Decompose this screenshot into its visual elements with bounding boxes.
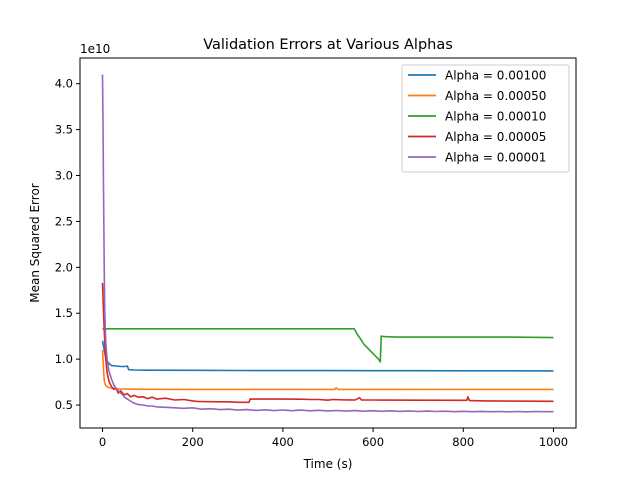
y-tick-label: 4.0 xyxy=(55,77,73,91)
series-line-2 xyxy=(101,349,554,391)
y-axis: 0.5 1.0 1.5 2.0 2.5 3.0 3.5 4.0 xyxy=(55,77,80,412)
series-line-3 xyxy=(102,327,554,363)
legend: Alpha = 0.00100 Alpha = 0.00050 Alpha = 0.… xyxy=(401,64,570,173)
series-layer xyxy=(101,74,554,413)
legend-label: Alpha = 0.00005 xyxy=(445,130,546,144)
y-tick-label: 3.0 xyxy=(55,169,73,183)
x-tick-label: 600 xyxy=(362,435,384,449)
y-tick-label: 2.0 xyxy=(55,260,73,274)
plot-frame xyxy=(79,57,577,429)
y-tick-label: 3.5 xyxy=(55,123,73,137)
y-tick-label: 1.5 xyxy=(55,306,73,320)
y-tick-label: 2.5 xyxy=(55,214,73,228)
x-axis-label: Time (s) xyxy=(303,457,353,471)
series-line-5 xyxy=(101,74,554,413)
y-tick-label: 1.0 xyxy=(55,352,73,366)
legend-label: Alpha = 0.00010 xyxy=(445,110,546,124)
x-tick-label: 1000 xyxy=(539,435,568,449)
x-tick-label: 0 xyxy=(99,435,106,449)
series-line-4 xyxy=(101,282,554,404)
x-tick-label: 400 xyxy=(272,435,294,449)
x-tick-label: 800 xyxy=(452,435,474,449)
y-multiplier-label: 1e10 xyxy=(80,42,110,56)
x-axis: 0 200 400 600 800 1000 xyxy=(99,428,568,449)
x-tick-label: 200 xyxy=(182,435,204,449)
legend-label: Alpha = 0.00050 xyxy=(445,89,546,103)
y-tick-label: 0.5 xyxy=(55,398,73,412)
legend-frame xyxy=(401,64,570,173)
chart-title: Validation Errors at Various Alphas xyxy=(203,37,453,53)
legend-label: Alpha = 0.00001 xyxy=(445,151,546,165)
legend-label: Alpha = 0.00100 xyxy=(445,69,546,83)
y-axis-label: Mean Squared Error xyxy=(28,183,42,303)
